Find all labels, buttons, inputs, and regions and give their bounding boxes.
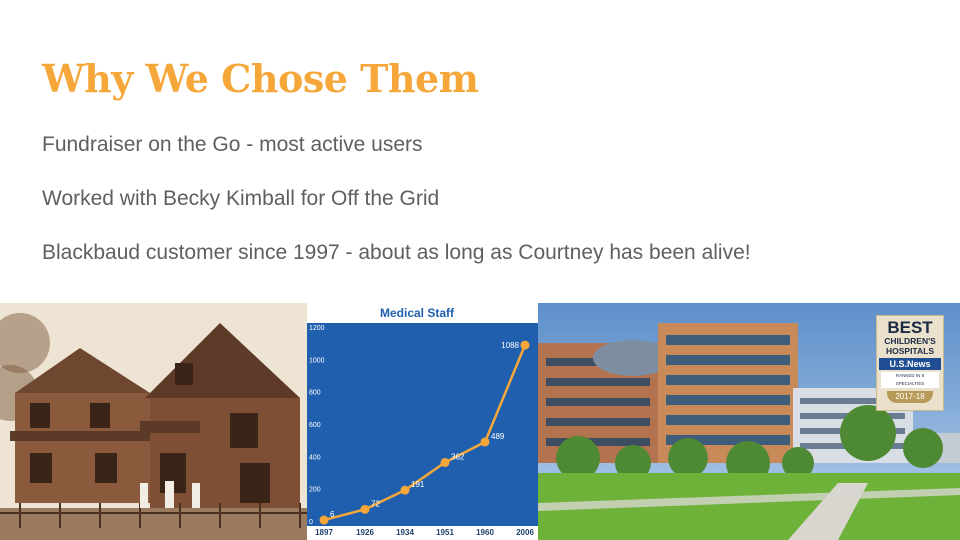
- badge-brand: U.S.News: [879, 358, 941, 370]
- data-point: [520, 340, 530, 350]
- data-label: 6: [330, 510, 335, 519]
- badge-line-childrens: CHILDREN'S: [884, 336, 936, 346]
- x-tick-label: 2006: [516, 528, 534, 537]
- data-label: 362: [451, 452, 465, 461]
- bullet-becky-kimball: Worked with Becky Kimball for Off the Gr…: [42, 187, 440, 210]
- badge-line-hospitals: HOSPITALS: [885, 346, 934, 356]
- y-tick-label: 600: [309, 422, 321, 429]
- historic-house-photo: [0, 303, 307, 540]
- chart-title: Medical Staff: [380, 306, 455, 320]
- data-point: [440, 457, 450, 467]
- bullet-fundraiser: Fundraiser on the Go - most active users: [42, 133, 423, 156]
- data-label: 72: [371, 499, 380, 508]
- y-tick-label: 1200: [309, 325, 325, 332]
- y-tick-label: 400: [309, 454, 321, 461]
- slide-title: Why We Chose Them: [42, 56, 479, 101]
- data-point: [400, 485, 410, 495]
- data-point: [480, 437, 490, 447]
- x-tick-label: 1951: [436, 528, 454, 537]
- x-tick-label: 1934: [396, 528, 414, 537]
- x-tick-label: 1960: [476, 528, 494, 537]
- data-label: 191: [411, 480, 425, 489]
- y-tick-label: 1000: [309, 357, 325, 364]
- medical-staff-chart: Medical Staff 0 200 400 600 800 1000 1200 1897…: [307, 303, 538, 540]
- data-label: 489: [491, 432, 505, 441]
- y-tick-label: 0: [309, 519, 313, 526]
- badge-ribbon: RANKED IN 8 SPECIALTIES: [881, 372, 939, 388]
- hospital-photo: BEST CHILDREN'S HOSPITALS U.S.News RANKE…: [538, 303, 960, 540]
- data-point: [319, 515, 329, 525]
- bullet-blackbaud-customer: Blackbaud customer since 1997 - about as…: [42, 241, 751, 264]
- data-label: 1088: [501, 341, 519, 350]
- data-point: [360, 504, 370, 514]
- series-line: [323, 344, 527, 522]
- y-tick-label: 200: [309, 487, 321, 494]
- badge-line-best: BEST: [887, 318, 933, 337]
- y-tick-label: 800: [309, 390, 321, 397]
- badge-year: 2017-18: [887, 391, 933, 403]
- x-tick-label: 1897: [315, 528, 333, 537]
- x-tick-label: 1926: [356, 528, 374, 537]
- us-news-badge: BEST CHILDREN'S HOSPITALS U.S.News RANKE…: [876, 315, 944, 411]
- chart-plot-area: [307, 323, 538, 526]
